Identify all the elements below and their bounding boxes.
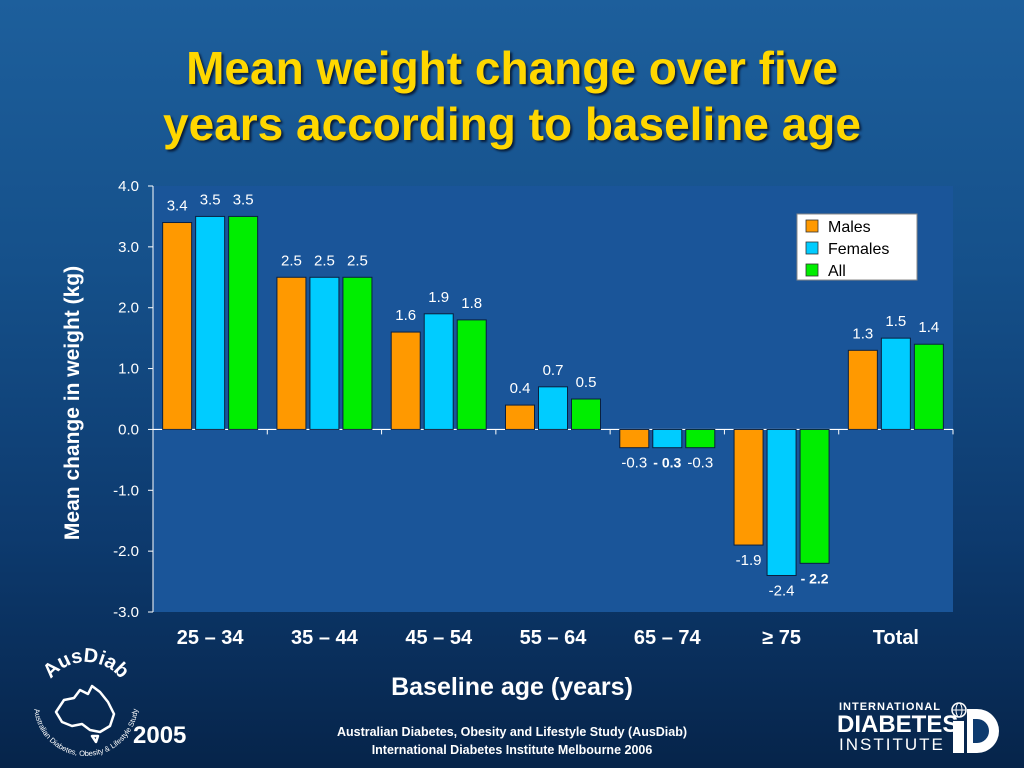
bar-males [619,428,650,449]
bar-males [847,349,878,430]
bar-females [195,215,226,430]
data-label: -2.4 [769,582,795,599]
bar-females [766,428,797,576]
footer-line-1: Australian Diabetes, Obesity and Lifesty… [336,725,688,739]
bar-males [733,428,764,546]
x-tick-label: 25 – 34 [177,627,245,649]
data-label: 0.5 [576,374,597,391]
data-label: 2.5 [347,252,368,269]
bar-all [342,276,373,430]
y-axis-title: Mean change in weight (kg) [61,266,84,540]
data-label: 1.6 [395,307,416,324]
legend-swatch-females [805,241,819,255]
footer-line-2: International Diabetes Institute Melbour… [371,743,653,757]
page-title: Mean weight change over five years accor… [0,40,1024,152]
data-label: 1.3 [852,325,873,342]
x-tick-label: 55 – 64 [520,627,588,649]
bar-males [276,276,307,430]
idi-logo-line-2: DIABETES [837,711,959,738]
bar-all [913,343,944,430]
ausdiab-logo-subtitle: Australian Diabetes, Obesity & Lifestyle… [32,708,140,758]
y-tick-label: 1.0 [118,361,139,378]
x-tick-label: 35 – 44 [291,627,359,649]
bar-females [652,428,683,449]
australia-map-icon [54,684,116,744]
legend-label-all: All [828,263,846,280]
bar-all [799,428,830,564]
data-label: - 0.3 [653,455,681,471]
data-label: 2.5 [281,252,302,269]
data-label: 1.5 [885,313,906,330]
legend-label-males: Males [828,219,871,236]
bar-females [538,386,568,430]
title-line-1: Mean weight change over five [186,42,838,94]
x-axis-title: Baseline age (years) [391,673,633,701]
bar-males [162,222,193,430]
idi-logo-line-1: INTERNATIONAL [839,701,942,713]
bar-females [309,276,340,430]
ausdiab-logo-name: AusDiab [39,645,134,683]
data-label: 3.4 [167,198,188,215]
data-label: -1.9 [736,552,762,569]
data-label: 1.8 [461,295,482,312]
data-label: 3.5 [233,191,254,208]
bar-all [228,215,259,430]
bar-males [505,404,535,430]
x-tick-label: 45 – 54 [405,627,473,649]
title-line-2: years according to baseline age [163,98,861,150]
svg-text:AusDiab: AusDiab [39,645,134,683]
bar-all [685,428,716,449]
y-tick-label: -1.0 [113,482,139,499]
y-tick-label: -3.0 [113,604,139,621]
data-label: 1.9 [428,289,449,306]
legend-swatch-males [805,219,819,233]
bar-all [456,319,487,430]
data-label: 0.7 [543,362,564,379]
bar-females [880,337,911,430]
y-tick-label: 3.0 [118,239,139,256]
legend-label-females: Females [828,241,889,258]
idi-logo-line-3: INSTITUTE [839,735,945,754]
x-tick-label: ≥ 75 [762,627,801,649]
idi-logo-mark-icon [951,702,999,753]
data-label: 0.4 [510,380,531,397]
idi-logo: INTERNATIONAL DIABETES INSTITUTE [835,697,1015,757]
y-tick-label: -2.0 [113,543,139,560]
bar-all [571,398,601,430]
data-label: 2.5 [314,252,335,269]
ausdiab-logo: AusDiab Australian Diabetes, Obesity & L… [32,645,140,758]
svg-text:Australian Diabetes, Obesity &: Australian Diabetes, Obesity & Lifestyle… [32,708,140,758]
year-label: 2005 [133,722,187,749]
legend-swatch-all [805,263,819,277]
data-label: - 2.2 [801,570,829,586]
data-label: 3.5 [200,191,221,208]
y-tick-label: 0.0 [118,421,139,438]
data-label: -0.3 [687,455,713,472]
data-label: -0.3 [621,455,647,472]
bar-females [423,313,454,430]
y-tick-label: 4.0 [118,178,139,195]
bar-males [390,331,421,430]
data-label: 1.4 [918,319,939,336]
x-tick-label: 65 – 74 [634,627,702,649]
y-tick-label: 2.0 [118,300,139,317]
footer-credits: Australian Diabetes, Obesity and Lifesty… [250,723,774,759]
x-tick-label: Total [873,627,919,649]
